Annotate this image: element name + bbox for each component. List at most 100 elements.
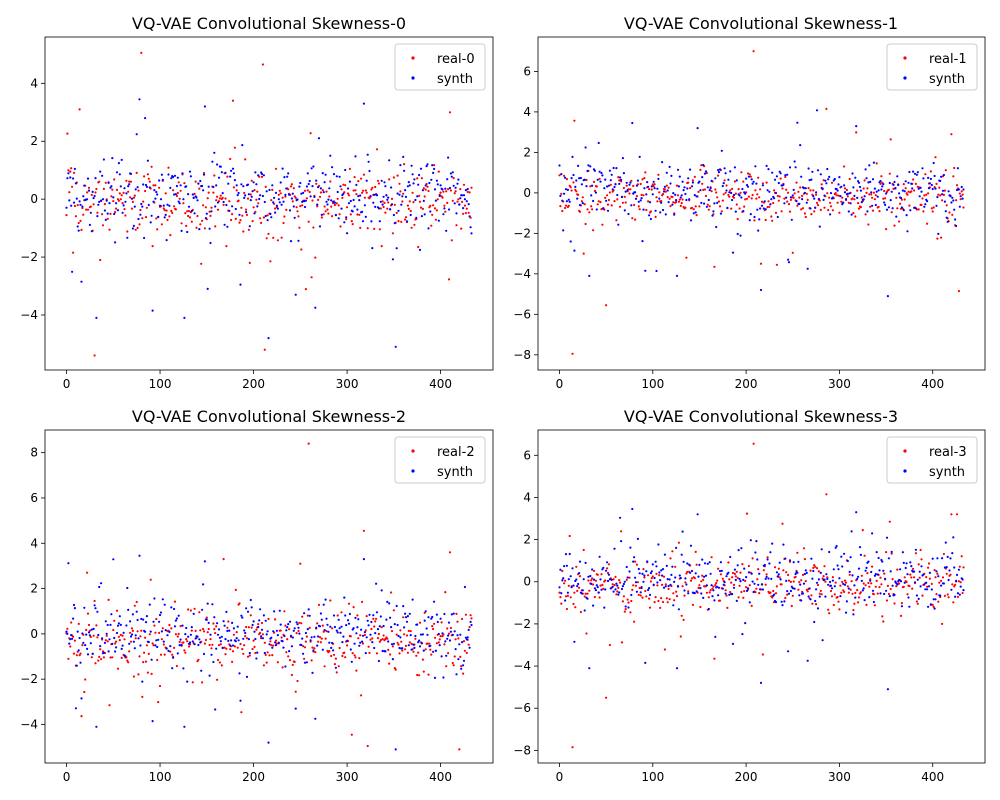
data-point [374,185,377,189]
data-point [576,197,579,200]
data-point [717,171,721,174]
data-point [348,167,351,170]
data-point [900,198,904,201]
data-point [462,194,466,197]
data-point [461,194,464,197]
data-point [582,548,585,552]
data-point [306,189,309,192]
data-point [232,627,235,630]
data-point [895,196,898,199]
data-point [461,617,464,621]
data-point [702,188,705,191]
data-point [871,565,874,568]
data-point [451,661,454,665]
data-point [164,192,167,195]
data-point [817,578,821,581]
data-point [206,631,209,634]
data-point [149,578,152,581]
data-point [133,604,136,607]
data-point [116,209,120,212]
data-point [207,185,210,188]
data-point [176,176,179,179]
data-point [292,205,295,208]
data-point [309,132,312,135]
data-point [383,201,386,204]
data-point [829,584,833,587]
data-point [173,646,176,650]
data-point [181,172,184,175]
data-point [799,583,802,586]
data-point [432,650,435,653]
x-tick-label: 300 [336,770,359,784]
data-point [834,192,837,195]
data-point [754,551,757,554]
data-point [950,133,953,136]
data-point [589,165,592,168]
data-point [723,581,726,584]
data-point [375,652,379,655]
data-point [224,171,227,174]
data-point [359,226,362,229]
data-point [789,580,793,584]
data-point [804,569,807,572]
data-point [810,178,813,181]
data-point [909,209,912,212]
data-point [572,181,575,184]
data-point [689,186,692,190]
data-point [250,195,253,198]
data-point [855,511,858,514]
data-point [215,647,218,650]
data-point [866,187,869,190]
data-point [302,652,305,655]
data-point [724,172,727,175]
data-point [832,568,835,571]
data-point [733,166,737,169]
data-point [200,669,203,672]
data-point [225,203,228,207]
data-point [961,578,964,581]
data-point [365,191,368,194]
data-point [579,176,583,180]
data-point [462,672,465,675]
data-point [238,672,241,675]
data-point [738,194,741,197]
data-point [468,646,471,649]
data-point [448,639,452,642]
data-point [943,594,947,598]
data-point [86,612,90,615]
data-point [720,149,723,152]
data-point [276,634,279,637]
data-point [185,626,188,630]
data-point [606,194,609,197]
data-point [121,644,124,647]
data-point [137,189,140,192]
data-point [775,263,779,266]
data-point [74,707,77,710]
data-point [741,187,744,191]
data-point [73,204,76,208]
data-point [376,628,380,631]
y-tick-label: 0 [523,186,531,200]
data-point [318,636,322,639]
data-point [669,557,672,560]
data-point [877,205,880,208]
data-point [639,199,642,202]
data-point [860,579,863,583]
data-point [890,211,893,214]
data-point [790,218,793,221]
data-point [153,597,156,600]
data-point [220,171,223,174]
data-point [733,572,737,576]
data-point [371,641,374,644]
data-point [592,569,596,573]
data-point [120,194,123,197]
data-point [177,614,180,617]
data-point [667,587,670,591]
data-point [612,166,615,170]
data-point [183,182,186,185]
data-point [363,631,366,634]
data-point [877,556,880,560]
data-point [78,200,81,203]
data-point [766,558,769,561]
